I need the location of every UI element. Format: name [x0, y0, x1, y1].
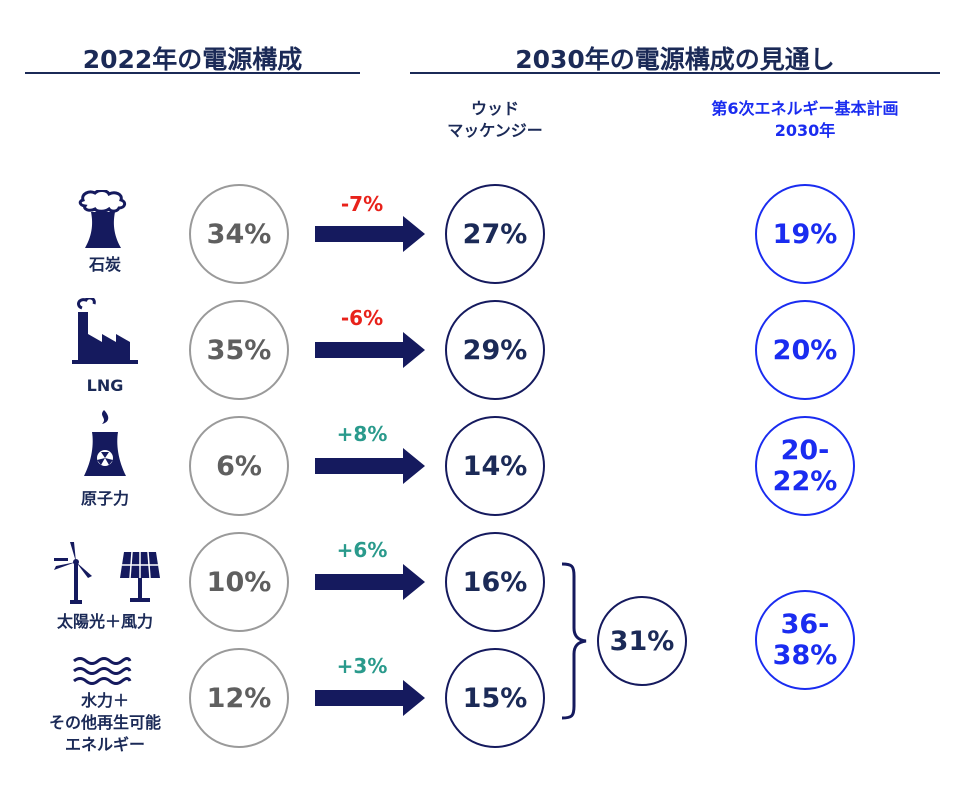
arrow-lng — [315, 332, 425, 368]
water-waves-icon — [73, 657, 132, 685]
renewables-brace — [561, 562, 587, 720]
change-label-coal: -7% — [340, 192, 384, 216]
wm-2030-nuclear: 14% — [445, 416, 545, 516]
wm-2030-lng: 29% — [445, 300, 545, 400]
arrow-hydro-other — [315, 680, 425, 716]
plan-2030-renewables-total: 36- 38% — [755, 590, 855, 690]
arrow-nuclear — [315, 448, 425, 484]
change-label-nuclear: +8% — [336, 422, 388, 446]
arrow-solar-wind — [315, 564, 425, 600]
wm-2030-renewables-total: 31% — [597, 596, 687, 686]
coal-plant-icon — [78, 190, 127, 248]
source-label-solar-wind: 太陽光＋風力 — [56, 612, 153, 631]
title-2030-outlook: 2030年の電源構成の見通し — [515, 45, 835, 74]
wm-2030-coal: 27% — [445, 184, 545, 284]
title-2030-underline — [410, 72, 940, 74]
share-2022-hydro-other: 12% — [189, 648, 289, 748]
column-header-energy-plan: 第6次エネルギー基本計画 2030年 — [655, 98, 955, 142]
source-label-coal: 石炭 — [88, 255, 121, 274]
change-label-solar-wind: +6% — [336, 538, 388, 562]
arrow-coal — [315, 216, 425, 252]
plan-2030-nuclear: 20- 22% — [755, 416, 855, 516]
energy-plan-year: 2030年 — [774, 121, 836, 140]
lng-factory-icon — [72, 298, 138, 364]
wm-2030-solar-wind: 16% — [445, 532, 545, 632]
source-label-lng: LNG — [86, 376, 124, 395]
share-2022-lng: 35% — [189, 300, 289, 400]
share-2022-nuclear: 6% — [189, 416, 289, 516]
wm-2030-hydro-other: 15% — [445, 648, 545, 748]
change-label-hydro-other: +3% — [336, 654, 388, 678]
change-label-lng: -6% — [340, 306, 384, 330]
column-header-wood-mackenzie: ウッド マッケンジー — [447, 99, 543, 140]
title-2022-mix: 2022年の電源構成 — [82, 45, 303, 74]
source-label-nuclear: 原子力 — [80, 489, 129, 508]
source-label-hydro-other: 水力＋ その他再生可能 エネルギー — [48, 691, 161, 754]
share-2022-coal: 34% — [189, 184, 289, 284]
nuclear-plant-icon — [84, 410, 126, 476]
title-2022-underline — [25, 72, 360, 74]
plan-2030-lng: 20% — [755, 300, 855, 400]
plan-2030-coal: 19% — [755, 184, 855, 284]
share-2022-solar-wind: 10% — [189, 532, 289, 632]
wind-solar-icon — [54, 542, 160, 604]
energy-plan-label: 第6次エネルギー基本計画 — [711, 99, 899, 118]
